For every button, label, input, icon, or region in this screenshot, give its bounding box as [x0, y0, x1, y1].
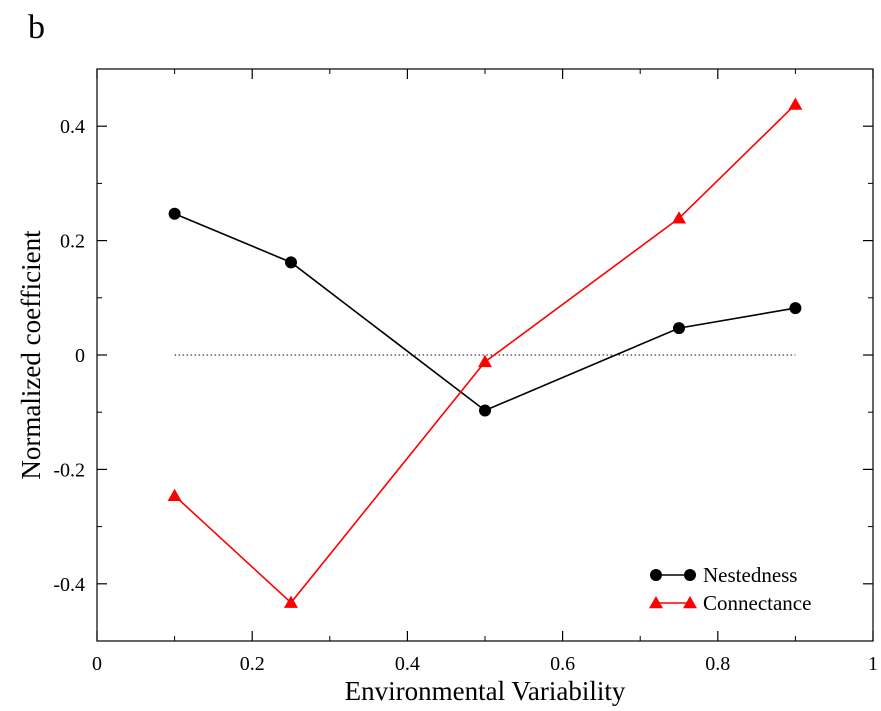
y-tick-label: 0.4: [60, 116, 85, 138]
y-axis-label: Normalized coefficient: [16, 230, 46, 480]
series-nestedness: [168, 207, 802, 417]
data-point-nestedness: [479, 404, 491, 417]
data-point-nestedness: [789, 302, 802, 315]
data-point-connectance: [167, 488, 182, 501]
legend-item-connectance: Connectance: [649, 591, 811, 615]
legend: Nestedness Connectance: [649, 563, 811, 615]
legend-marker-nestedness: [650, 569, 662, 581]
series-line-nestedness: [174, 212, 796, 412]
legend-marker-connectance: [649, 596, 663, 609]
data-point-connectance: [788, 97, 803, 110]
y-tick-label: -0.4: [53, 574, 85, 596]
plot-area: 0 0.2 0.4 0.6 0.8 1 -0.4 -0.2 0 0.2 0.4: [53, 68, 878, 675]
x-axis: 0 0.2 0.4 0.6 0.8 1: [92, 69, 878, 675]
x-tick-label: 0.4: [395, 653, 420, 675]
x-tick-label: 0.6: [550, 653, 575, 675]
series-connectance: [167, 97, 803, 608]
legend-marker-nestedness: [684, 569, 696, 581]
y-tick-label: -0.2: [53, 459, 85, 481]
series-line-connectance: [174, 103, 796, 604]
legend-marker-connectance: [683, 596, 697, 609]
data-point-nestedness: [673, 322, 685, 335]
data-point-nestedness: [285, 256, 297, 269]
data-point-connectance: [478, 354, 492, 368]
x-tick-label: 1: [868, 653, 878, 675]
legend-item-nestedness: Nestedness: [650, 563, 797, 587]
panel-label: b: [28, 9, 45, 46]
data-point-connectance: [284, 595, 298, 608]
y-tick-label: 0: [75, 345, 85, 367]
data-point-nestedness: [168, 207, 181, 220]
x-tick-label: 0.2: [240, 653, 265, 675]
data-point-connectance: [672, 211, 686, 224]
x-tick-label: 0.8: [705, 653, 730, 675]
x-tick-label: 0: [92, 653, 102, 675]
series-layer: [167, 97, 803, 608]
y-tick-label: 0.2: [60, 231, 85, 253]
x-axis-label: Environmental Variability: [345, 676, 626, 706]
y-axis: -0.4 -0.2 0 0.2 0.4: [53, 68, 873, 642]
legend-label-nestedness: Nestedness: [703, 563, 797, 587]
legend-label-connectance: Connectance: [703, 591, 811, 615]
